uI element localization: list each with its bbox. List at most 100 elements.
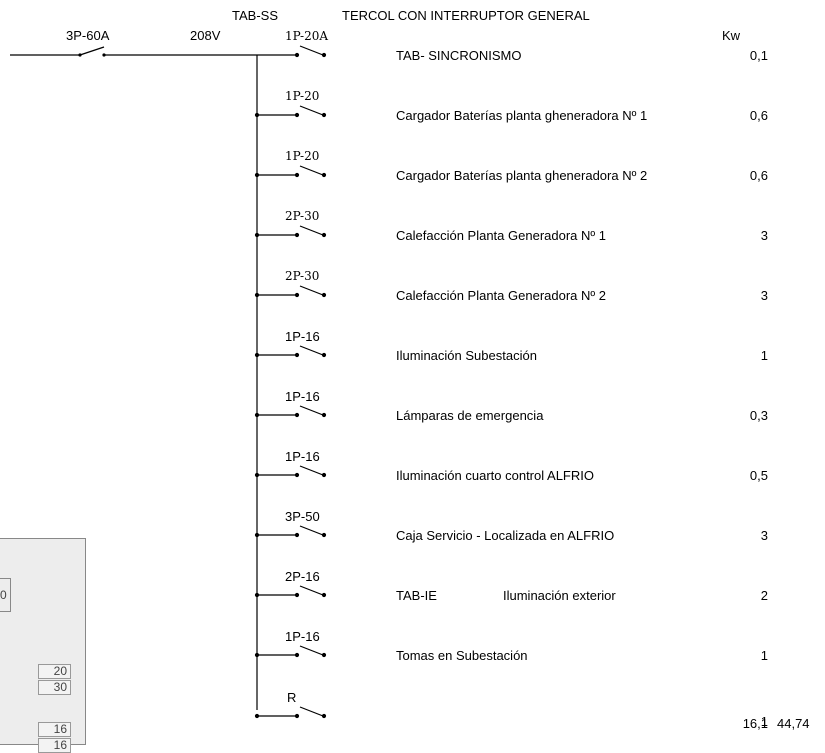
contact-dot	[321, 172, 327, 178]
contact-dot	[321, 52, 327, 58]
breaker-label: 1P-20	[285, 149, 320, 163]
contact-dot	[294, 472, 300, 478]
breaker-blade	[299, 405, 324, 416]
circuit-description: Calefacción Planta Generadora Nº 2	[396, 288, 606, 303]
bus-junction-dot	[254, 292, 260, 298]
circuit-description: Cargador Baterías planta gheneradora Nº …	[396, 168, 648, 183]
contact-dot	[321, 292, 327, 298]
panel-description: TERCOL CON INTERRUPTOR GENERAL	[342, 8, 590, 23]
bus-junction-dot	[254, 352, 260, 358]
contact-dot	[321, 532, 327, 538]
breaker-blade	[299, 465, 324, 476]
panel-name: TAB-SS	[232, 8, 278, 23]
breaker-label: 1P-20	[285, 89, 320, 103]
breaker-blade	[299, 345, 324, 356]
main-breaker-label: 3P-60A	[66, 28, 110, 43]
circuit-kw: 0,6	[749, 168, 768, 183]
breaker-label: R	[287, 690, 297, 705]
contact-dot	[294, 52, 300, 58]
voltage-label: 208V	[190, 28, 221, 43]
circuit-kw: 0,3	[749, 408, 768, 423]
breaker-label: 2P-30	[285, 269, 320, 283]
circuit-description: Calefacción Planta Generadora Nº 1	[396, 228, 606, 243]
bus-junction-dot	[254, 532, 260, 538]
circuit-kw: 1	[760, 348, 768, 363]
breaker-blade	[299, 525, 324, 536]
circuit-description: Tomas en Subestación	[396, 648, 528, 663]
circuit-description: Cargador Baterías planta gheneradora Nº …	[396, 108, 648, 123]
circuit-kw: 3	[760, 528, 768, 543]
contact-dot	[321, 352, 327, 358]
contact-dot	[294, 592, 300, 598]
side-cell: 30	[38, 680, 71, 695]
contact-dot	[321, 112, 327, 118]
circuit-description: Iluminación cuarto control ALFRIO	[396, 468, 594, 483]
contact-dot	[294, 292, 300, 298]
breaker-blade	[299, 585, 324, 596]
main-breaker-blade	[79, 46, 105, 56]
side-panel	[0, 538, 86, 745]
breaker-label: 3P-50	[285, 509, 320, 524]
contact-dot	[102, 53, 106, 57]
bus-junction-dot	[254, 112, 260, 118]
breaker-blade	[299, 225, 324, 236]
contact-dot	[78, 53, 82, 57]
kw-header: Kw	[722, 28, 741, 43]
amps-total: 44,74	[777, 716, 810, 731]
circuit-kw: 0,5	[749, 468, 768, 483]
breaker-label: 1P-16	[285, 389, 320, 404]
bus-junction-dot	[254, 412, 260, 418]
bus-junction-dot	[254, 232, 260, 238]
circuit-kw: 1	[760, 648, 768, 663]
side-panel-inner-box: 0	[0, 578, 11, 612]
circuit-description: Caja Servicio - Localizada en ALFRIO	[396, 528, 615, 543]
contact-dot	[294, 232, 300, 238]
circuit-description: Lámparas de emergencia	[396, 408, 544, 423]
contact-dot	[294, 112, 300, 118]
side-panel-inner-label: 0	[0, 588, 7, 602]
circuit-description: TAB- SINCRONISMO	[396, 48, 522, 63]
contact-dot	[294, 172, 300, 178]
circuit-description: TAB-IE	[396, 588, 437, 603]
breaker-blade	[299, 165, 324, 176]
side-cell: 16	[38, 722, 71, 737]
breaker-label: 1P-16	[285, 329, 320, 344]
contact-dot	[321, 652, 327, 658]
contact-dot	[321, 412, 327, 418]
contact-dot	[294, 713, 300, 719]
circuit-description-secondary: Iluminación exterior	[503, 588, 616, 603]
breaker-blade	[299, 105, 324, 116]
contact-dot	[294, 652, 300, 658]
bus-junction-dot	[254, 713, 260, 719]
circuit-kw: 3	[760, 228, 768, 243]
contact-dot	[321, 713, 327, 719]
breaker-label: 1P-20A	[285, 29, 329, 43]
circuit-kw: 3	[760, 288, 768, 303]
circuit-kw: 2	[760, 588, 768, 603]
breaker-label: 1P-16	[285, 449, 320, 464]
breaker-label: 2P-16	[285, 569, 320, 584]
contact-dot	[321, 232, 327, 238]
contact-dot	[294, 352, 300, 358]
bus-junction-dot	[254, 592, 260, 598]
contact-dot	[321, 592, 327, 598]
side-cell: 20	[38, 664, 71, 679]
circuit-kw: 0,6	[749, 108, 768, 123]
kw-total: 16,1	[742, 716, 768, 731]
breaker-blade	[299, 45, 324, 56]
circuit-kw: 1	[760, 714, 768, 729]
contact-dot	[321, 472, 327, 478]
circuit-kw: 0,1	[749, 48, 768, 63]
circuit-description: Iluminación Subestación	[396, 348, 537, 363]
breaker-blade	[299, 645, 324, 656]
contact-dot	[294, 532, 300, 538]
contact-dot	[294, 412, 300, 418]
breaker-label: 2P-30	[285, 209, 320, 223]
bus-junction-dot	[254, 172, 260, 178]
bus-junction-dot	[254, 472, 260, 478]
breaker-blade	[299, 285, 324, 296]
breaker-label: 1P-16	[285, 629, 320, 644]
bus-junction-dot	[254, 652, 260, 658]
breaker-blade	[299, 706, 324, 717]
